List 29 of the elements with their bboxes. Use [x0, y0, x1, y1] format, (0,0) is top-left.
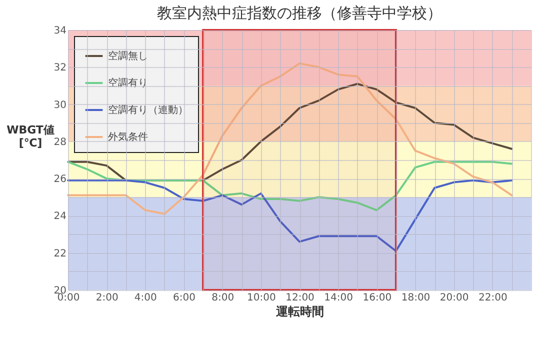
line-series	[67, 62, 513, 215]
y-tick-label: 24	[54, 211, 66, 222]
legend-label: 空調無し	[108, 50, 148, 62]
x-tick-label: 20:00	[440, 292, 469, 304]
y-tick-label: 28	[54, 136, 66, 148]
legend-label: 空調有り（連動）	[108, 104, 188, 116]
chart-title: 教室内熱中症指数の推移（修善寺中学校）	[157, 4, 442, 22]
line-series	[67, 179, 513, 252]
x-axis-title: 運転時間	[275, 304, 324, 318]
x-tick-label: 2:00	[96, 292, 118, 304]
y-tick-label: 22	[54, 248, 66, 260]
y-tick-label: 32	[54, 62, 66, 74]
legend-label: 空調有り	[108, 77, 148, 89]
line-series	[67, 160, 513, 212]
y-tick-label: 34	[54, 26, 66, 36]
y-tick-label: 26	[54, 174, 66, 186]
y-axis-title: WBGT値 [℃]	[6, 124, 54, 150]
x-tick-label: 4:00	[134, 292, 157, 304]
x-tick-label: 22:00	[478, 292, 508, 304]
y-tick-label: 30	[54, 100, 66, 111]
x-tick-label: 8:00	[212, 292, 234, 304]
x-tick-label: 12:00	[286, 292, 314, 304]
x-tick-label: 6:00	[173, 292, 196, 304]
x-tick-label: 0:00	[57, 292, 80, 304]
x-tick-label: 10:00	[247, 292, 276, 304]
x-tick-label: 18:00	[401, 292, 430, 304]
legend-label: 外気条件	[108, 131, 148, 143]
x-tick-label: 14:00	[324, 292, 353, 304]
x-tick-label: 16:00	[362, 292, 392, 304]
